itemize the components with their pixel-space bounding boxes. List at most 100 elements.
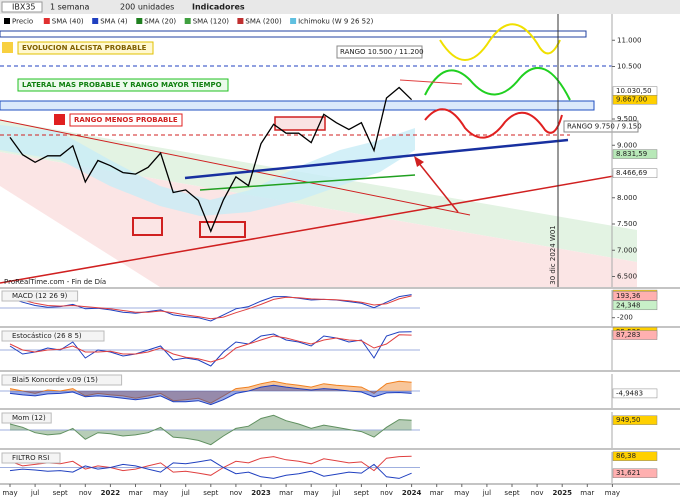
projection (424, 67, 571, 101)
annotation-box (336, 45, 423, 59)
period[interactable]: 1 semana (50, 3, 89, 12)
legend-swatch (184, 18, 191, 24)
series-line (9, 86, 413, 234)
legend-label: Ichimoku (W 9 26 52) (298, 18, 373, 26)
x-tick-label: nov (79, 489, 92, 497)
x-tick-label: may (605, 489, 620, 497)
value-tag-label: 87,283 (616, 331, 641, 339)
x-tick-label: mar (129, 489, 143, 497)
x-tick-label: jul (331, 489, 340, 497)
panel-title-box (1, 290, 79, 302)
annotation-box (17, 78, 229, 92)
series-line (9, 331, 412, 367)
value-tag-label: 8.466,69 (616, 169, 647, 177)
panel-title: MACD (12 26 9) (12, 292, 68, 300)
annotation: RANGO MENOS PROBABLE (74, 116, 178, 124)
x-tick-label: sept (354, 489, 369, 497)
thumb-down (54, 114, 65, 125)
source: ProRealTime.com - Fin de Día (4, 278, 106, 286)
trend-line (0, 171, 638, 284)
x-tick-label: 2024 (402, 489, 422, 497)
value-tag-label: 8.831,59 (616, 150, 647, 158)
value-tag (612, 330, 658, 340)
x-tick-label: sept (203, 489, 218, 497)
legend-label: SMA (4) (100, 18, 128, 26)
panel-title-box (1, 412, 52, 424)
y-tick-label: 9.500 (617, 115, 637, 123)
panel-title: Blai5 Koncorde v.09 (15) (12, 376, 98, 384)
series-line (9, 414, 412, 446)
toolbar (0, 0, 680, 14)
value-tag (612, 168, 658, 178)
panel-title: Mom (12) (12, 414, 46, 422)
y-tick-label: 6.500 (617, 273, 637, 281)
legend-swatch (237, 18, 244, 24)
y-tick-label: 7.000 (617, 246, 637, 254)
toolbar-items: IBX35 1 semana 200 unidades Indicadores (1, 1, 245, 13)
legend-label: SMA (200) (245, 18, 282, 26)
y-tick-label: 11.000 (617, 36, 642, 44)
value-tag-label: -4,9483 (616, 389, 643, 397)
legend-swatch (136, 18, 143, 24)
x-tick-label: jul (482, 489, 491, 497)
trend-line (0, 119, 471, 216)
value-tag-label: 9.867,00 (616, 96, 647, 104)
legend-swatch (290, 18, 297, 24)
x-tick-label: jul (30, 489, 39, 497)
arrow (417, 161, 459, 213)
series-line (9, 455, 412, 476)
series-line (9, 380, 412, 404)
top-range (0, 30, 587, 38)
x-tick-label: may (153, 489, 168, 497)
annotation: EVOLUCION ALCISTA PROBABLE (22, 44, 147, 52)
annotation: RANGO 10.500 / 11.200 (340, 48, 424, 56)
units[interactable]: 200 unidades (120, 3, 174, 12)
annotation: LATERAL MAS PROBABLE Y RANGO MAYOR TIEMP… (22, 81, 222, 89)
range-band (0, 100, 595, 111)
annotation: RANGO 9.750 / 9.150 (567, 123, 642, 131)
box (274, 116, 326, 131)
legend-swatch (4, 18, 10, 24)
indicators[interactable]: Indicadores (192, 3, 245, 12)
annotation-box (17, 41, 154, 55)
box (132, 217, 163, 236)
value-tag (612, 388, 658, 399)
legend-label: SMA (20) (144, 18, 176, 26)
series-line (9, 384, 412, 406)
value-tag (612, 300, 658, 311)
x-tick-label: nov (380, 489, 393, 497)
panel-title: FILTRO RSI (12, 454, 49, 462)
area-fill (10, 415, 412, 445)
value-tag (612, 451, 658, 461)
trend-line (184, 138, 569, 180)
series-line (9, 459, 412, 479)
legend-label: SMA (120) (193, 18, 230, 26)
legend-swatch (43, 18, 50, 24)
x-tick-label: sept (504, 489, 519, 497)
symbol[interactable]: IBX35 (12, 3, 36, 12)
x-tick-label: jul (181, 489, 190, 497)
value-tag (612, 415, 658, 425)
annotation-box (563, 120, 639, 133)
x-tick-label: mar (430, 489, 444, 497)
x-tick-label: mar (279, 489, 293, 497)
ichimoku-cloud (0, 125, 415, 216)
x-tick-label: may (454, 489, 469, 497)
box (199, 221, 246, 238)
panel-title-box (1, 330, 105, 342)
symbol-box[interactable] (1, 1, 43, 13)
x-tick-label: may (304, 489, 319, 497)
x-tick-label: 2023 (251, 489, 271, 497)
y-tick-label: 9.000 (617, 141, 637, 149)
value-tag (612, 94, 658, 105)
thumb-up (2, 42, 13, 53)
x-tick-label: 2025 (552, 489, 572, 497)
panel-title-box (1, 452, 61, 464)
legend-swatch (92, 18, 99, 24)
y-tick-label: -200 (617, 314, 633, 322)
value-tag-label: 24,348 (616, 301, 641, 309)
value-tag-label: 86,38 (616, 452, 636, 460)
series-line (9, 334, 412, 363)
panel-title-box (1, 374, 123, 386)
